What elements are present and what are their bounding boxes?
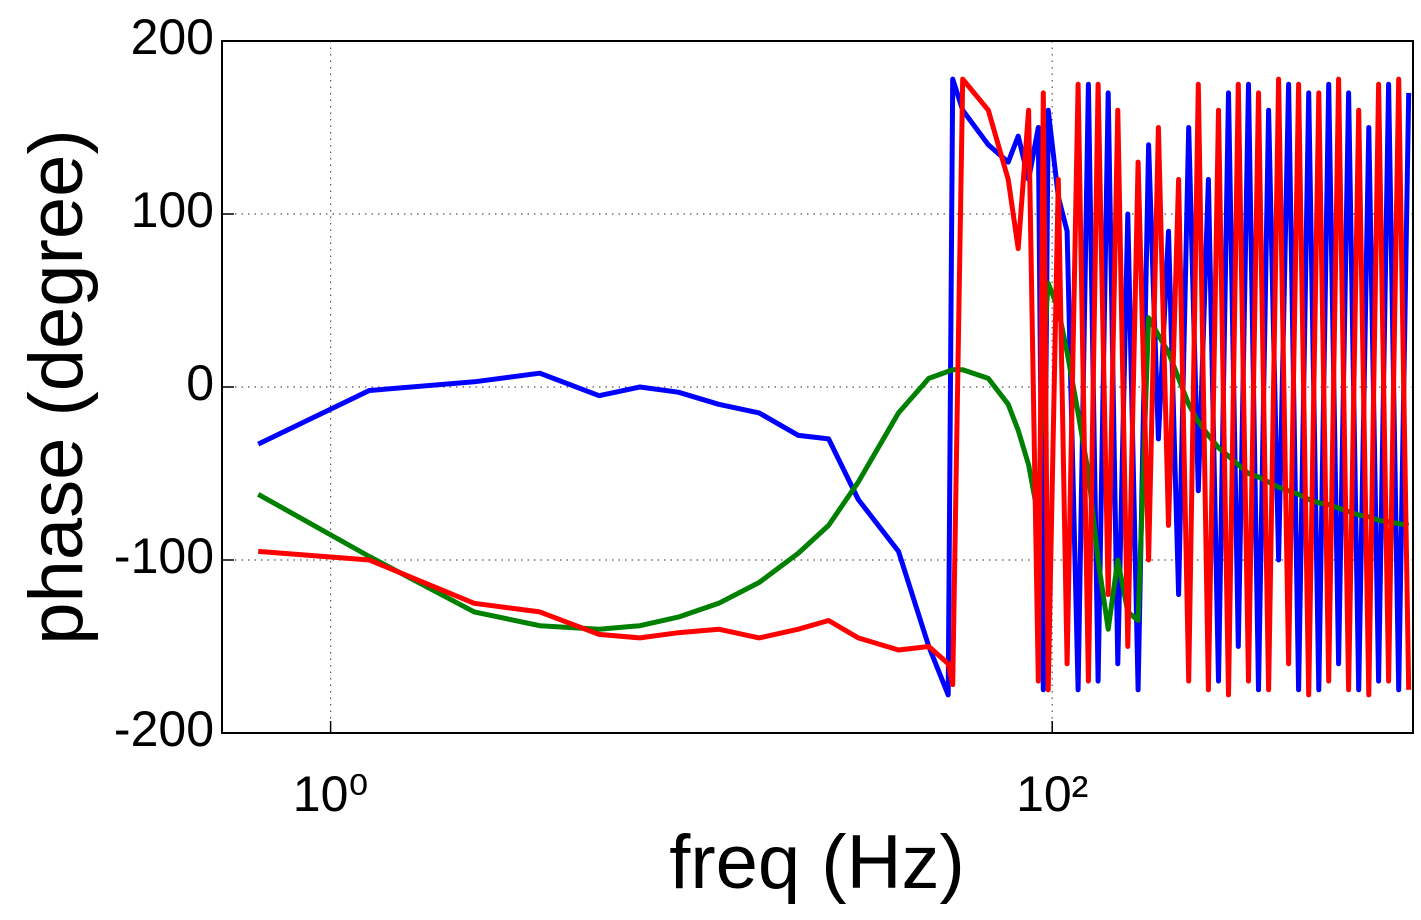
y-axis-label: phase (degree) — [14, 129, 99, 644]
plot-frame — [221, 40, 1414, 734]
series-line — [258, 76, 1412, 698]
x-tick-label: 10⁰ — [293, 766, 369, 822]
y-tick-label: -200 — [114, 701, 214, 757]
y-tick-label: 0 — [186, 355, 214, 411]
y-tick-label: 200 — [131, 9, 214, 65]
y-tick-label: 100 — [131, 182, 214, 238]
x-tick-label: 10² — [1016, 766, 1088, 822]
y-tick-label: -100 — [114, 528, 214, 584]
x-axis-label: freq (Hz) — [669, 820, 965, 905]
